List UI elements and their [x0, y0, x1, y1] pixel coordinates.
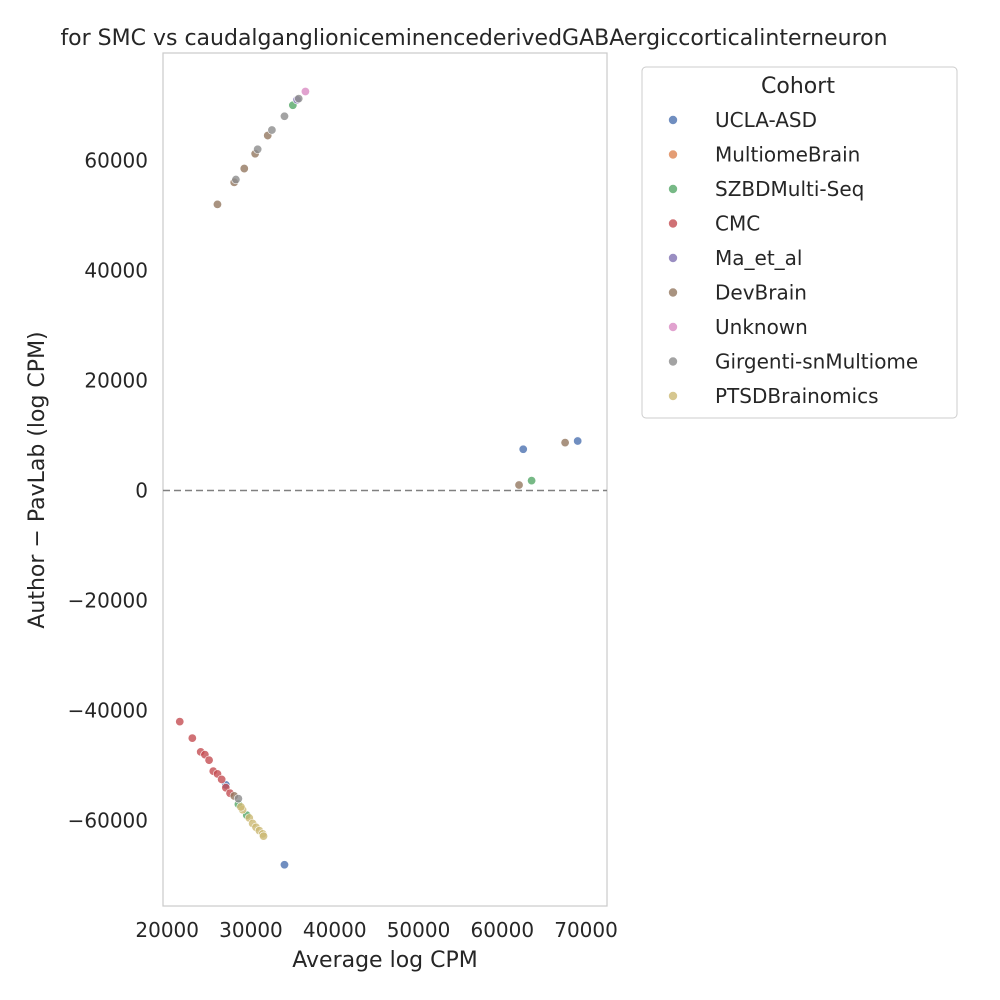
legend-marker-szbdmulti-seq — [668, 184, 678, 194]
legend-label-devbrain: DevBrain — [715, 281, 807, 305]
legend: Cohort UCLA-ASD MultiomeBrain SZBDMulti-Se… — [641, 66, 958, 419]
point-devbrain — [239, 164, 249, 174]
point-cmc — [217, 774, 227, 784]
point-cmc — [204, 755, 214, 765]
y-tick-label: 0 — [135, 479, 148, 503]
y-axis-title: Author − PavLab (log CPM) — [25, 331, 50, 628]
legend-label-cmc: CMC — [715, 212, 760, 236]
legend-box — [641, 66, 958, 419]
point-ucla-asd — [279, 860, 289, 870]
chart-title: for SMC vs caudalganglioniceminencederiv… — [60, 26, 887, 51]
legend-label-ptsdbrainomics: PTSDBrainomics — [715, 384, 879, 408]
x-tick-label: 40000 — [303, 918, 367, 942]
x-axis-title: Average log CPM — [292, 948, 477, 973]
legend-label-ma-et-al: Ma_et_al — [715, 246, 802, 270]
legend-marker-ptsdbrainomics — [668, 391, 678, 401]
y-tick-label: −60000 — [68, 809, 148, 833]
legend-marker-unknown — [668, 322, 678, 332]
legend-marker-cmc — [668, 219, 678, 228]
x-axis: 20000 30000 40000 50000 60000 70000 — [135, 918, 617, 942]
legend-items: UCLA-ASD MultiomeBrain SZBDMulti-Seq CMC Ma_… — [668, 108, 918, 408]
y-tick-label: −20000 — [68, 589, 148, 613]
point-girgenti-snmultiome — [253, 144, 263, 154]
x-tick-label: 70000 — [554, 918, 618, 942]
point-girgenti-snmultiome — [233, 794, 243, 804]
point-ucla-asd — [573, 436, 583, 446]
legend-label-ucla-asd: UCLA-ASD — [715, 108, 817, 132]
point-ptsdbrainomics — [259, 831, 269, 841]
data-points — [175, 87, 583, 870]
point-szbdmulti-seq — [527, 476, 537, 486]
plot-area — [162, 52, 608, 907]
point-devbrain — [560, 438, 570, 448]
point-devbrain — [212, 199, 222, 209]
point-girgenti-snmultiome — [294, 94, 304, 104]
legend-marker-devbrain — [668, 288, 678, 297]
point-unknown — [300, 87, 310, 97]
point-ptsdbrainomics — [236, 802, 246, 812]
legend-marker-multiomebrain — [668, 150, 678, 159]
y-tick-label: 60000 — [84, 148, 148, 172]
legend-label-multiomebrain: MultiomeBrain — [715, 143, 860, 167]
legend-marker-ucla-asd — [668, 115, 678, 125]
legend-marker-ma-et-al — [668, 253, 678, 263]
legend-label-girgenti-snmultiome: Girgenti-snMultiome — [715, 350, 918, 374]
x-tick-label: 60000 — [470, 918, 534, 942]
point-ucla-asd — [518, 444, 528, 454]
legend-title: Cohort — [761, 74, 835, 99]
legend-label-unknown: Unknown — [715, 315, 808, 339]
point-girgenti-snmultiome — [279, 111, 289, 121]
point-cmc — [187, 733, 197, 743]
x-tick-label: 50000 — [387, 918, 451, 942]
point-cmc — [175, 717, 185, 727]
y-tick-label: −40000 — [68, 699, 148, 723]
x-tick-label: 20000 — [135, 918, 199, 942]
legend-label-szbdmulti-seq: SZBDMulti-Seq — [715, 177, 864, 201]
x-tick-label: 30000 — [219, 918, 283, 942]
y-tick-label: 40000 — [84, 258, 148, 282]
y-tick-label: 20000 — [84, 368, 148, 392]
point-girgenti-snmultiome — [231, 175, 241, 185]
y-axis: −60000 −40000 −20000 0 20000 40000 60000 — [68, 148, 148, 832]
point-devbrain — [514, 480, 524, 490]
point-girgenti-snmultiome — [267, 125, 277, 135]
legend-marker-girgenti-snmultiome — [668, 357, 678, 366]
